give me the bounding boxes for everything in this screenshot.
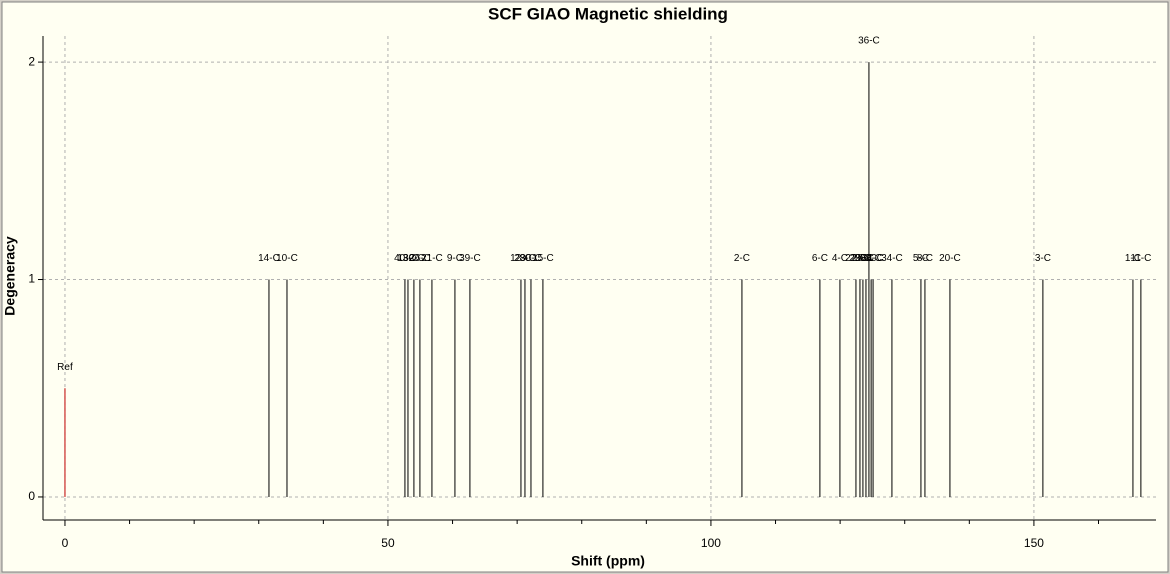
x-axis-title: Shift (ppm) bbox=[571, 553, 645, 569]
y-tick-label: 0 bbox=[28, 489, 35, 503]
peak-label: 29-C bbox=[849, 253, 871, 264]
y-tick-label: 2 bbox=[28, 54, 35, 68]
reference-label: Ref bbox=[57, 362, 73, 373]
peak-label: 4-C bbox=[832, 253, 848, 264]
peak-label: 38-C bbox=[855, 253, 877, 264]
x-tick-label: 0 bbox=[62, 536, 69, 550]
peak-label: 21-C bbox=[421, 253, 443, 264]
peak-label: 28-C bbox=[514, 253, 536, 264]
y-tick-label: 1 bbox=[28, 272, 35, 286]
peak-label: 12-C bbox=[510, 253, 532, 264]
peak-label: 11-C bbox=[1130, 253, 1151, 264]
y-axis-title: Degeneracy bbox=[2, 236, 18, 316]
chart-title: SCF GIAO Magnetic shielding bbox=[488, 4, 728, 23]
peak-label: 10-C bbox=[276, 253, 298, 264]
peak-label: 33-C bbox=[860, 253, 882, 264]
peak-label: 39-C bbox=[459, 253, 481, 264]
peak-label: 25-C bbox=[852, 253, 874, 264]
peak-label: 34-C bbox=[881, 253, 903, 264]
peak-label: 1-C bbox=[1125, 253, 1141, 264]
peak-label: 26-C bbox=[409, 253, 431, 264]
peak-label: 3-C bbox=[1035, 253, 1051, 264]
peak-label: 6-C bbox=[812, 253, 828, 264]
peak-label: 13-C bbox=[397, 253, 419, 264]
peak-label: 14-C bbox=[258, 253, 280, 264]
peak-label: 15-C bbox=[532, 253, 554, 264]
peak-label: 30-C bbox=[520, 253, 542, 264]
x-tick-label: 100 bbox=[701, 536, 721, 550]
peak-label: 20-C bbox=[939, 253, 961, 264]
peak-label: 22-C bbox=[845, 253, 867, 264]
peak-label: 2-C bbox=[734, 253, 750, 264]
peak-label: 8-C bbox=[917, 253, 933, 264]
peak-label: 40-C bbox=[394, 253, 416, 264]
peak-label: 5-C bbox=[913, 253, 929, 264]
x-tick-label: 150 bbox=[1024, 536, 1044, 550]
peak-label: 9-C bbox=[447, 253, 463, 264]
x-tick-label: 50 bbox=[381, 536, 395, 550]
peak-label: 31-C bbox=[862, 253, 884, 264]
peak-label: 32-C bbox=[403, 253, 425, 264]
peak-label: 36-C bbox=[858, 36, 880, 47]
